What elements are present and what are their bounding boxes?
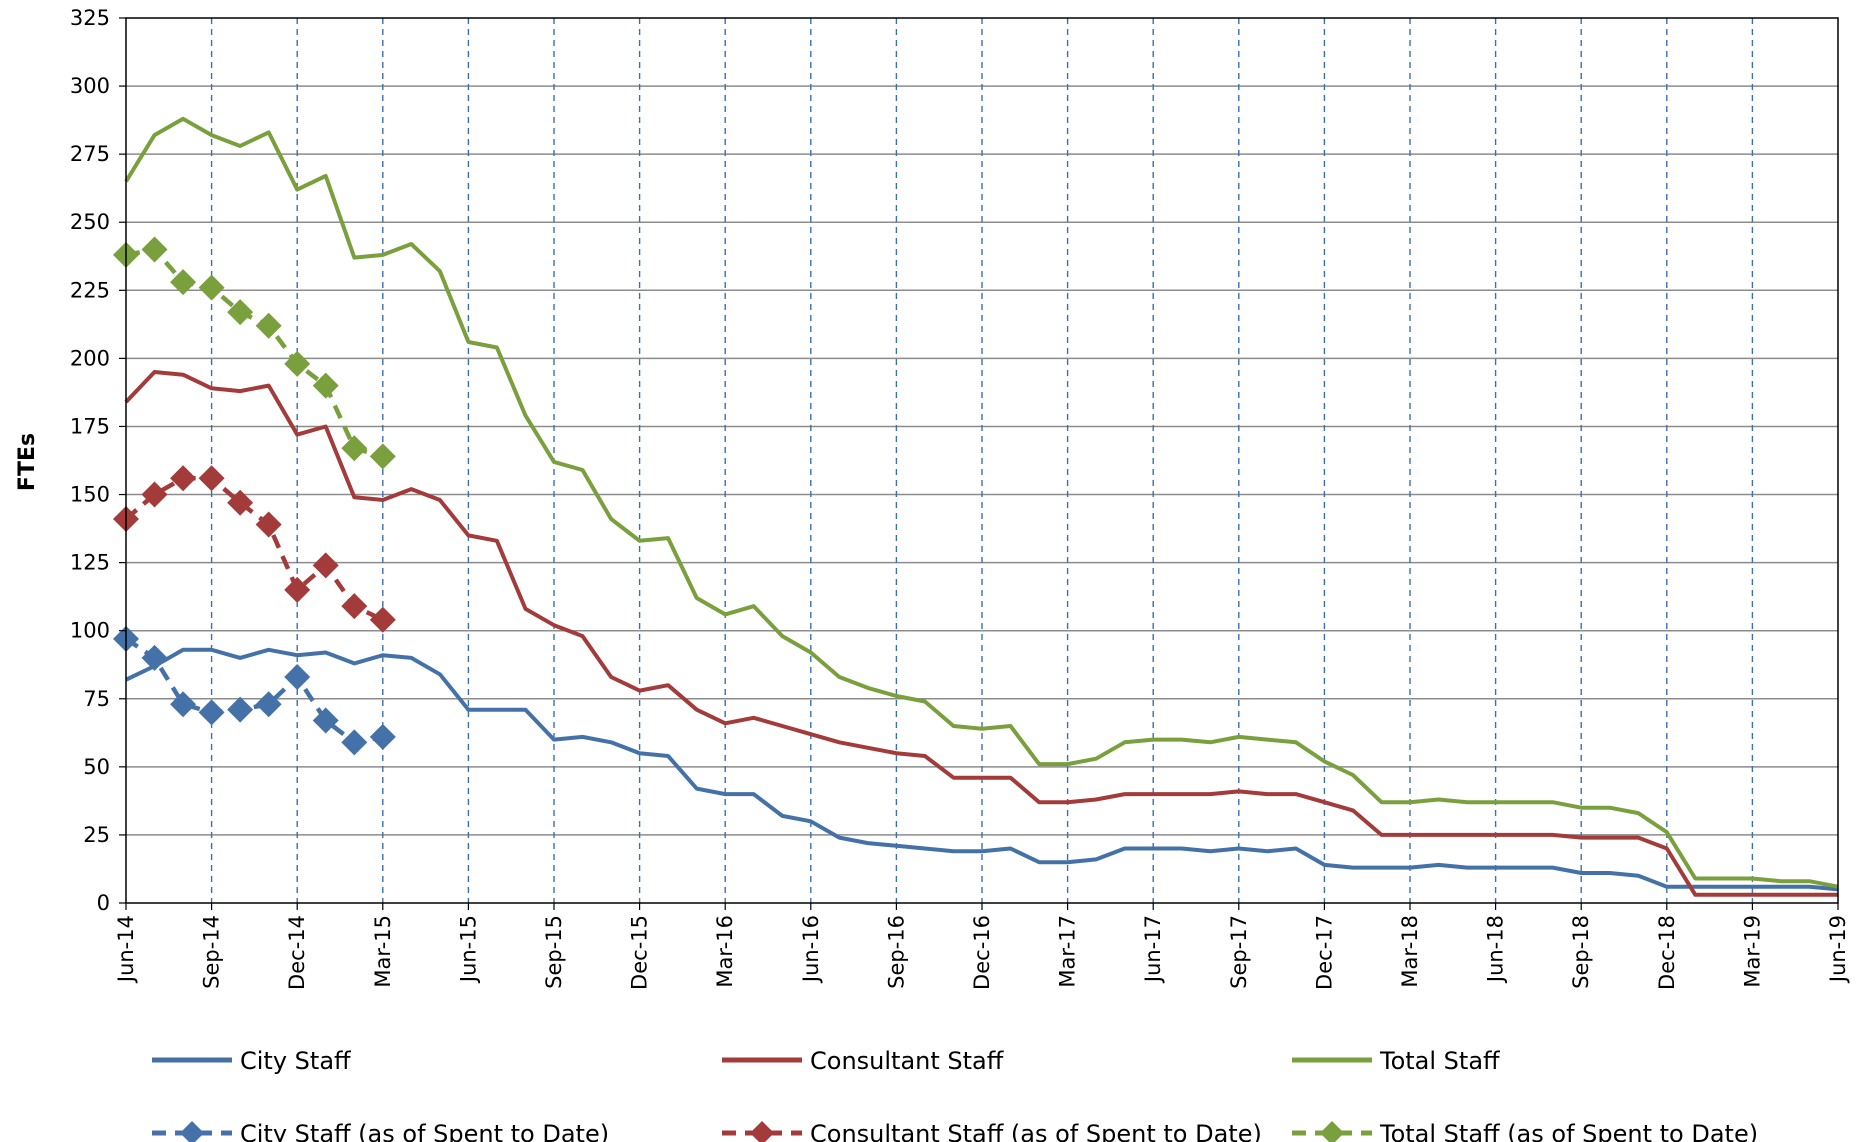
data-point-marker bbox=[198, 274, 225, 301]
data-point-marker bbox=[227, 299, 254, 326]
data-point-marker bbox=[170, 691, 197, 718]
x-tick-label: Dec-18 bbox=[1655, 915, 1679, 990]
x-tick-label: Sep-18 bbox=[1569, 915, 1593, 989]
y-tick-label: 225 bbox=[70, 278, 110, 302]
series-line bbox=[124, 116, 1839, 889]
x-tick-label: Jun-14 bbox=[114, 915, 138, 984]
y-tick-label: 25 bbox=[83, 823, 110, 847]
x-axis-ticks: Jun-14 Sep-14 Dec-14 Mar-15 Jun-15 Sep-15 Dec-… bbox=[114, 903, 1850, 990]
data-point-marker bbox=[255, 312, 282, 339]
series-line bbox=[125, 647, 1839, 892]
series-line bbox=[124, 370, 1838, 897]
y-tick-label: 150 bbox=[70, 483, 110, 507]
data-point-marker bbox=[284, 663, 311, 690]
x-tick-label: Sep-15 bbox=[542, 915, 566, 989]
x-tick-label: Sep-14 bbox=[200, 915, 224, 989]
y-tick-label: 75 bbox=[83, 687, 110, 711]
data-point-marker bbox=[198, 465, 225, 492]
chart-series bbox=[113, 116, 1839, 897]
data-point-marker bbox=[255, 511, 282, 538]
data-point-marker bbox=[284, 350, 311, 377]
x-tick-label: Dec-14 bbox=[285, 915, 309, 990]
y-tick-label: 300 bbox=[70, 74, 110, 98]
data-point-marker bbox=[255, 691, 282, 718]
data-point-marker bbox=[227, 696, 254, 723]
legend-label: Consultant Staff (as of Spent to Date) bbox=[810, 1120, 1262, 1142]
y-tick-label: 250 bbox=[70, 210, 110, 234]
data-point-marker bbox=[141, 644, 168, 671]
x-tick-label: Mar-18 bbox=[1398, 915, 1422, 988]
chart-grid bbox=[126, 18, 1838, 903]
y-tick-label: 175 bbox=[70, 414, 110, 438]
data-point-marker bbox=[312, 552, 339, 579]
legend-label: Consultant Staff bbox=[810, 1047, 1004, 1075]
data-point-marker bbox=[369, 723, 396, 750]
data-point-marker bbox=[170, 465, 197, 492]
legend-marker bbox=[180, 1121, 204, 1142]
x-tick-label: Jun-17 bbox=[1141, 915, 1165, 984]
x-tick-label: Jun-18 bbox=[1484, 915, 1508, 984]
x-tick-label: Mar-15 bbox=[371, 915, 395, 988]
x-tick-label: Jun-19 bbox=[1826, 915, 1850, 984]
data-point-marker bbox=[312, 372, 339, 399]
data-point-marker bbox=[341, 729, 368, 756]
x-tick-label: Mar-19 bbox=[1740, 915, 1764, 988]
legend-label: City Staff bbox=[240, 1047, 351, 1075]
y-tick-label: 325 bbox=[70, 6, 110, 30]
x-tick-label: Sep-17 bbox=[1227, 915, 1251, 989]
chart-legend: City Staff Consultant Staff Total Staff Cit… bbox=[152, 1047, 1758, 1142]
data-point-marker bbox=[198, 699, 225, 726]
data-point-marker bbox=[369, 606, 396, 633]
legend-marker bbox=[750, 1121, 774, 1142]
data-point-marker bbox=[341, 593, 368, 620]
data-point-marker bbox=[284, 576, 311, 603]
legend-label: City Staff (as of Spent to Date) bbox=[240, 1120, 609, 1142]
x-tick-label: Sep-16 bbox=[884, 915, 908, 989]
x-tick-label: Mar-16 bbox=[713, 915, 737, 988]
x-tick-label: Jun-15 bbox=[456, 915, 480, 984]
series-line bbox=[125, 247, 384, 459]
data-point-marker bbox=[141, 236, 168, 263]
x-tick-label: Jun-16 bbox=[799, 915, 823, 984]
x-tick-label: Dec-17 bbox=[1312, 915, 1336, 990]
legend-label: Total Staff bbox=[1379, 1047, 1500, 1075]
x-tick-label: Dec-15 bbox=[628, 915, 652, 990]
data-point-marker bbox=[312, 707, 339, 734]
legend-marker bbox=[1320, 1121, 1344, 1142]
x-tick-label: Dec-16 bbox=[970, 915, 994, 990]
data-point-marker bbox=[227, 489, 254, 516]
data-point-marker bbox=[141, 481, 168, 508]
series-line bbox=[124, 475, 384, 622]
y-tick-label: 0 bbox=[97, 891, 110, 915]
series-line bbox=[124, 637, 384, 745]
y-tick-label: 275 bbox=[70, 142, 110, 166]
y-tick-label: 125 bbox=[70, 551, 110, 575]
y-tick-label: 200 bbox=[70, 346, 110, 370]
y-tick-label: 50 bbox=[83, 755, 110, 779]
data-point-marker bbox=[369, 443, 396, 470]
y-tick-label: 100 bbox=[70, 619, 110, 643]
x-tick-label: Mar-17 bbox=[1056, 915, 1080, 988]
data-point-marker bbox=[170, 269, 197, 296]
y-axis-ticks: 0 25 50 75 100 125 150 175 200 225 250 275 300 325 bbox=[70, 6, 126, 915]
y-axis-label: FTEs bbox=[15, 433, 40, 491]
data-point-marker bbox=[341, 435, 368, 462]
legend-label: Total Staff (as of Spent to Date) bbox=[1379, 1120, 1758, 1142]
